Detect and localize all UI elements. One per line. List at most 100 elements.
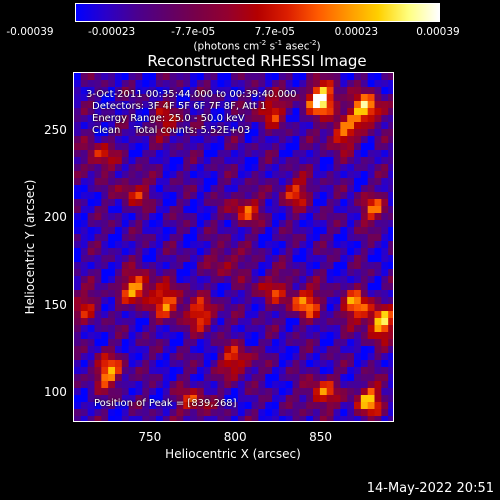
heatmap-cell [224,269,232,277]
heatmap-cell [183,416,191,421]
heatmap-cell [313,241,321,249]
heatmap-cell [381,150,389,158]
heatmap-cell [278,353,287,361]
heatmap-cell [333,199,341,207]
heatmap-cell [251,276,259,284]
heatmap-cell [299,311,307,319]
heatmap-cell [367,367,376,375]
heatmap-cell [108,269,116,277]
heatmap-cell [149,325,157,333]
heatmap-cell [251,346,259,354]
heatmap-cell [128,360,137,368]
heatmap-cell [333,395,341,403]
heatmap-cell [347,199,355,207]
heatmap-cell [285,101,294,109]
heatmap-cell [217,80,225,88]
heatmap-cell [237,150,246,158]
heatmap-cell [299,367,307,375]
heatmap-cell [128,80,137,88]
heatmap-cell [244,325,253,333]
heatmap-cell [135,325,143,333]
heatmap-cell [360,164,369,172]
heatmap-cell [326,199,335,207]
heatmap-cell [183,255,191,263]
heatmap-cell [360,416,369,421]
heatmap-cell [354,360,362,368]
heatmap-cell [155,164,164,172]
heatmap-cell [87,108,96,116]
heatmap-cell [244,101,253,109]
heatmap-cell [114,304,123,312]
heatmap-cell [190,164,198,172]
heatmap-cell [196,241,205,249]
heatmap-cell [360,241,369,249]
heatmap-cell [360,157,369,165]
heatmap-cell [203,108,212,116]
heatmap-cell [292,94,300,102]
heatmap-cell [196,248,205,256]
heatmap-cell [210,346,219,354]
heatmap-cell [101,87,109,95]
heatmap-cell [367,115,376,123]
heatmap-cell [203,290,212,298]
heatmap-cell [155,367,164,375]
heatmap-cell [313,318,321,326]
heatmap-cell [121,416,130,421]
heatmap-cell [190,290,198,298]
heatmap-cell [367,304,376,312]
heatmap-cell [272,143,280,151]
heatmap-cell [272,241,280,249]
heatmap-cell [128,290,137,298]
heatmap-cell [326,227,335,235]
heatmap-cell [285,185,294,193]
heatmap-cell [388,402,393,410]
heatmap-cell [306,220,314,228]
heatmap-cell [231,318,239,326]
heatmap-cell [217,157,225,165]
heatmap-cell [306,339,314,347]
heatmap-cell [367,332,376,340]
heatmap-cell [333,290,341,298]
heatmap-cell [340,416,348,421]
heatmap-cell [237,283,246,291]
heatmap-cell [272,381,280,389]
heatmap-cell [149,220,157,228]
heatmap-cell [237,143,246,151]
heatmap-cell [128,388,137,396]
heatmap-cell [265,178,273,186]
heatmap-cell [306,388,314,396]
heatmap-cell [292,150,300,158]
heatmap-cell [313,353,321,361]
heatmap-cell [190,122,198,130]
heatmap-cell [231,220,239,228]
heatmap-cell [190,94,198,102]
heatmap-cell [155,360,164,368]
heatmap-cell [319,115,328,123]
heatmap-cell [203,276,212,284]
heatmap-cell [176,353,184,361]
heatmap-cell [388,248,393,256]
heatmap-cell [381,325,389,333]
heatmap-cell [272,150,280,158]
heatmap-cell [176,381,184,389]
heatmap-cell [231,192,239,200]
heatmap-cell [183,73,191,81]
heatmap-cell [149,80,157,88]
heatmap-cell [142,318,150,326]
heatmap-cell [203,297,212,305]
heatmap-cell [183,143,191,151]
heatmap-cell [121,227,130,235]
heatmap-cell [374,199,382,207]
heatmap-cell [80,185,89,193]
heatmap-cell [224,255,232,263]
heatmap-cell [388,395,393,403]
heatmap-cell [101,283,109,291]
heatmap-cell [128,276,137,284]
heatmap-cell [278,388,287,396]
heatmap-cell [272,353,280,361]
heatmap-cell [217,388,225,396]
heatmap-cell [142,101,150,109]
heatmap-cell [388,108,393,116]
heatmap-cell [203,248,212,256]
heatmap-cell [155,262,164,270]
